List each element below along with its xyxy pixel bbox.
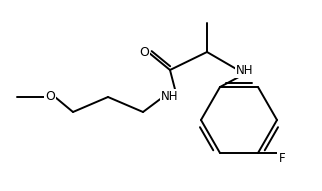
Text: NH: NH <box>161 91 179 104</box>
Text: O: O <box>139 45 149 58</box>
Text: NH: NH <box>236 63 254 77</box>
Text: O: O <box>45 91 55 104</box>
Text: F: F <box>279 152 285 165</box>
